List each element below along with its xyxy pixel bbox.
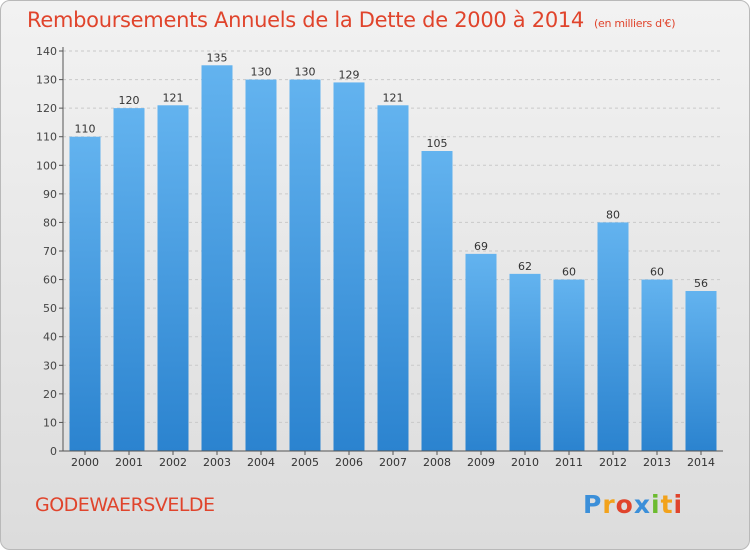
y-tick-label: 10 — [43, 416, 57, 429]
logo-letter: P — [583, 490, 603, 519]
bar-2014 — [685, 291, 717, 451]
x-tick-label: 2004 — [247, 456, 275, 469]
y-tick-label: 120 — [36, 102, 57, 115]
x-tick-label: 2010 — [511, 456, 539, 469]
y-tick-label: 140 — [36, 45, 57, 58]
value-label: 120 — [119, 94, 140, 107]
value-label: 135 — [207, 51, 228, 64]
x-tick-label: 2014 — [687, 456, 715, 469]
y-tick-label: 20 — [43, 388, 57, 401]
value-label: 62 — [518, 260, 532, 273]
logo-letter: o — [615, 490, 634, 519]
bar-2008 — [421, 151, 453, 451]
labels: 0 10 20 30 40 50 60 70 80 90 100 110 120 130 140 110 200… — [36, 45, 715, 469]
x-tick-label: 2001 — [115, 456, 143, 469]
value-label: 130 — [295, 66, 316, 79]
value-label: 60 — [562, 266, 576, 279]
bar-2010 — [509, 273, 541, 451]
value-label: 56 — [694, 277, 708, 290]
x-tick-label: 2002 — [159, 456, 187, 469]
y-tick-label: 90 — [43, 188, 57, 201]
chart-title: Remboursements Annuels de la Dette de 20… — [27, 8, 675, 32]
y-tick-label: 30 — [43, 359, 57, 372]
proxiti-logo: Proxiti — [583, 490, 683, 519]
value-label: 110 — [75, 123, 96, 136]
bar-2001 — [113, 108, 145, 452]
x-tick-label: 2011 — [555, 456, 583, 469]
y-tick-label: 0 — [50, 445, 57, 458]
value-label: 130 — [251, 66, 272, 79]
y-tick-label: 100 — [36, 159, 57, 172]
y-tick-label: 40 — [43, 331, 57, 344]
chart-unit: (en milliers d'€) — [594, 17, 676, 30]
value-label: 121 — [163, 91, 184, 104]
x-tick-label: 2005 — [291, 456, 319, 469]
x-tick-label: 2013 — [643, 456, 671, 469]
logo-letter: r — [602, 490, 616, 519]
bar-2000 — [69, 136, 101, 451]
value-label: 69 — [474, 240, 488, 253]
value-label: 121 — [383, 91, 404, 104]
x-tick-label: 2009 — [467, 456, 495, 469]
y-tick-label: 60 — [43, 274, 57, 287]
value-label: 129 — [339, 68, 360, 81]
bar-2003 — [201, 65, 233, 452]
bar-2011 — [553, 279, 585, 451]
bars — [69, 65, 717, 452]
bar-2009 — [465, 253, 497, 451]
logo-letter: i — [651, 490, 661, 519]
logo-letter: x — [633, 490, 651, 519]
y-tick-label: 50 — [43, 302, 57, 315]
logo-letter: t — [660, 490, 674, 519]
value-label: 105 — [427, 137, 448, 150]
bar-2007 — [377, 105, 409, 452]
y-tick-label: 80 — [43, 216, 57, 229]
axes — [59, 47, 723, 455]
value-label: 60 — [650, 266, 664, 279]
bar-2002 — [157, 105, 189, 452]
y-tick-label: 110 — [36, 131, 57, 144]
bar-2005 — [289, 79, 321, 452]
y-tick-label: 70 — [43, 245, 57, 258]
x-tick-label: 2003 — [203, 456, 231, 469]
x-tick-label: 2012 — [599, 456, 627, 469]
bar-2012 — [597, 222, 629, 451]
y-tick-label: 130 — [36, 74, 57, 87]
x-tick-label: 2008 — [423, 456, 451, 469]
bar-2004 — [245, 79, 277, 452]
x-tick-label: 2000 — [71, 456, 99, 469]
x-tick-label: 2006 — [335, 456, 363, 469]
x-tick-label: 2007 — [379, 456, 407, 469]
value-label: 80 — [606, 208, 620, 221]
bar-2006 — [333, 82, 365, 451]
logo-letter: i — [673, 490, 684, 519]
chart-title-text: Remboursements Annuels de la Dette de 20… — [27, 8, 584, 32]
commune-name: GODEWAERSVELDE — [35, 494, 215, 516]
bar-2013 — [641, 279, 673, 451]
